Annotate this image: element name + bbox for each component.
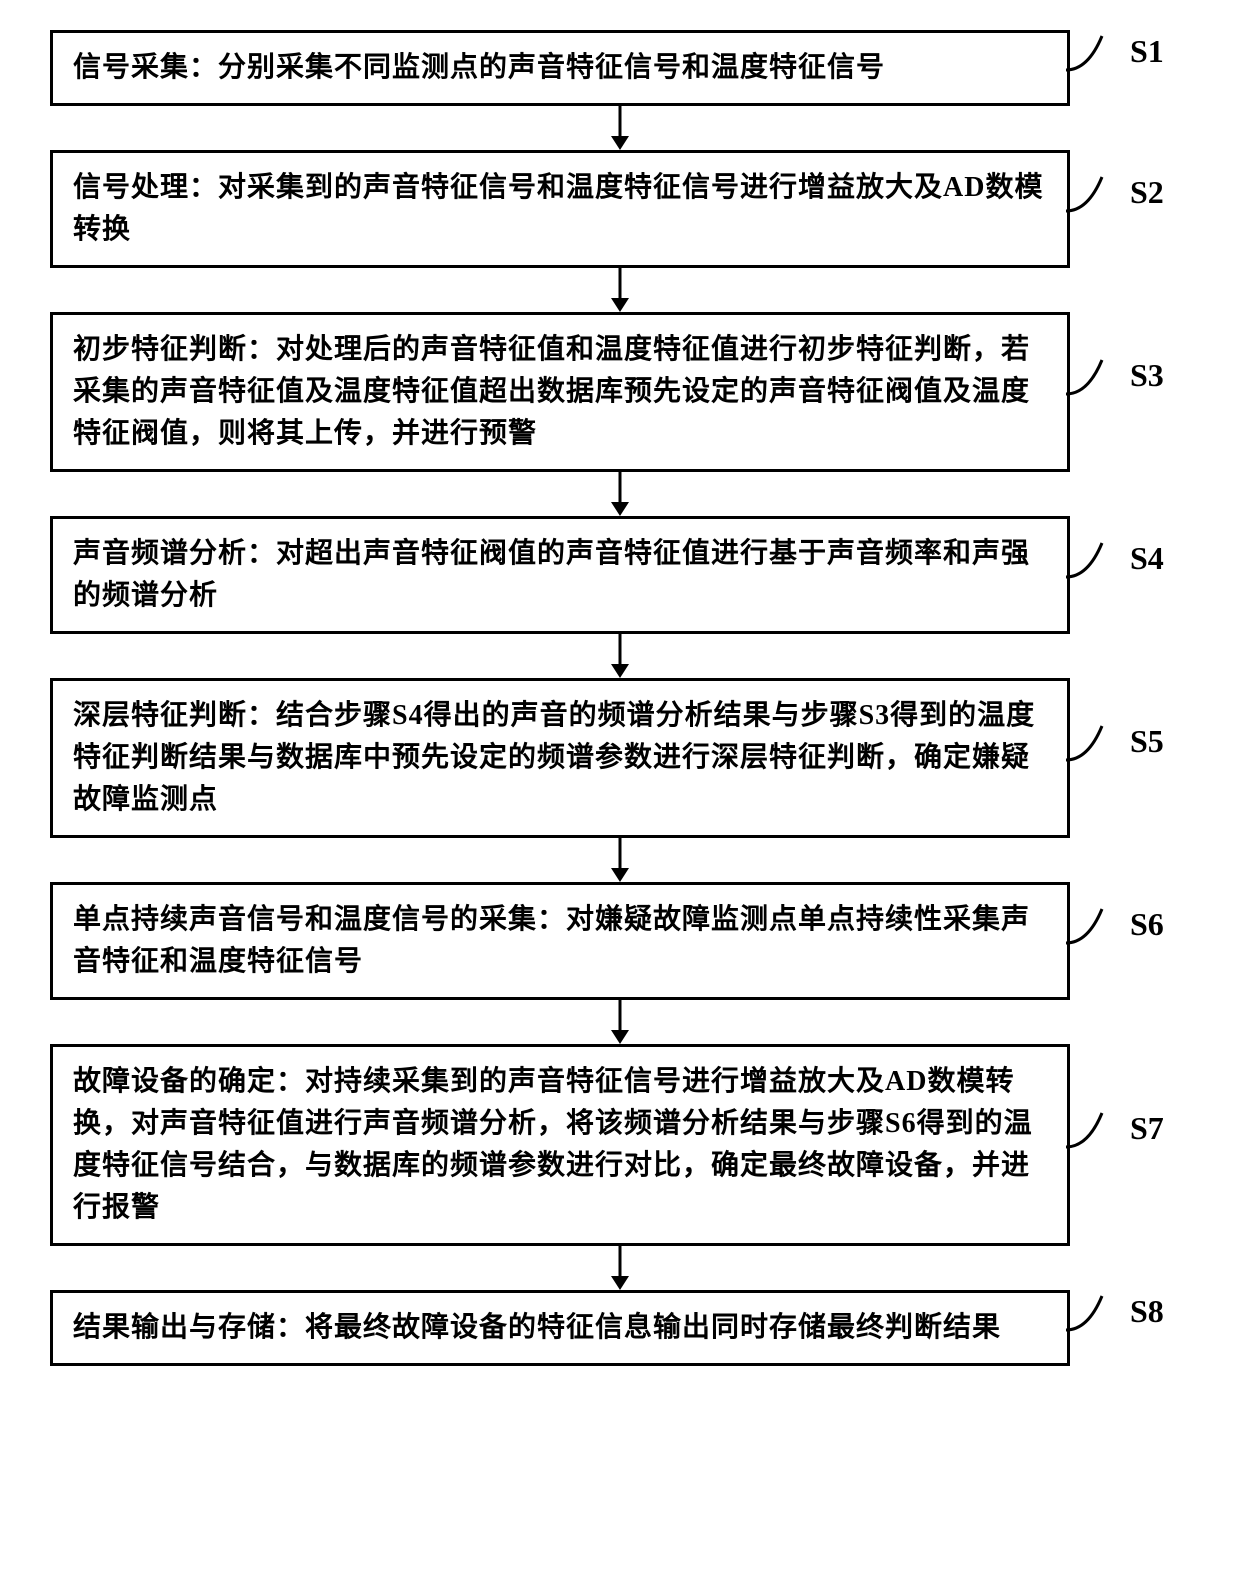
step-box: 深层特征判断：结合步骤S4得出的声音的频谱分析结果与步骤S3得到的温度特征判断结… (50, 678, 1070, 838)
curve-connector-icon (1074, 48, 1134, 88)
step-label-wrap: S2 (1074, 189, 1164, 229)
step-box: 信号采集：分别采集不同监测点的声音特征信号和温度特征信号 (50, 30, 1070, 106)
curve-connector-icon (1074, 189, 1134, 229)
step-row: 初步特征判断：对处理后的声音特征值和温度特征值进行初步特征判断，若采集的声音特征… (50, 312, 1190, 472)
step-row: 声音频谱分析：对超出声音特征阀值的声音特征值进行基于声音频率和声强的频谱分析S4 (50, 516, 1190, 634)
arrow-down-icon (110, 472, 1130, 516)
curve-connector-icon (1074, 921, 1134, 961)
step-row: 信号采集：分别采集不同监测点的声音特征信号和温度特征信号S1 (50, 30, 1190, 106)
step-row: 结果输出与存储：将最终故障设备的特征信息输出同时存储最终判断结果S8 (50, 1290, 1190, 1366)
curve-connector-icon (1074, 738, 1134, 778)
arrow-down-icon (110, 634, 1130, 678)
curve-connector-icon (1074, 1308, 1134, 1348)
step-label-wrap: S3 (1074, 372, 1164, 412)
step-box: 信号处理：对采集到的声音特征信号和温度特征信号进行增益放大及AD数模转换 (50, 150, 1070, 268)
arrow-down-icon (110, 106, 1130, 150)
step-row: 单点持续声音信号和温度信号的采集：对嫌疑故障监测点单点持续性采集声音特征和温度特… (50, 882, 1190, 1000)
step-row: 信号处理：对采集到的声音特征信号和温度特征信号进行增益放大及AD数模转换S2 (50, 150, 1190, 268)
curve-connector-icon (1074, 555, 1134, 595)
step-label-wrap: S6 (1074, 921, 1164, 961)
arrow-down-icon (110, 1246, 1130, 1290)
flowchart-container: 信号采集：分别采集不同监测点的声音特征信号和温度特征信号S1 信号处理：对采集到的… (50, 30, 1190, 1366)
curve-connector-icon (1074, 372, 1134, 412)
step-box: 结果输出与存储：将最终故障设备的特征信息输出同时存储最终判断结果 (50, 1290, 1070, 1366)
step-box: 单点持续声音信号和温度信号的采集：对嫌疑故障监测点单点持续性采集声音特征和温度特… (50, 882, 1070, 1000)
step-row: 深层特征判断：结合步骤S4得出的声音的频谱分析结果与步骤S3得到的温度特征判断结… (50, 678, 1190, 838)
step-box: 故障设备的确定：对持续采集到的声音特征信号进行增益放大及AD数模转换，对声音特征… (50, 1044, 1070, 1246)
step-label-wrap: S8 (1074, 1308, 1164, 1348)
arrow-down-icon (110, 838, 1130, 882)
step-row: 故障设备的确定：对持续采集到的声音特征信号进行增益放大及AD数模转换，对声音特征… (50, 1044, 1190, 1246)
step-box: 初步特征判断：对处理后的声音特征值和温度特征值进行初步特征判断，若采集的声音特征… (50, 312, 1070, 472)
step-label-wrap: S5 (1074, 738, 1164, 778)
arrow-down-icon (110, 268, 1130, 312)
step-label-wrap: S7 (1074, 1125, 1164, 1165)
curve-connector-icon (1074, 1125, 1134, 1165)
arrow-down-icon (110, 1000, 1130, 1044)
step-label-wrap: S4 (1074, 555, 1164, 595)
step-box: 声音频谱分析：对超出声音特征阀值的声音特征值进行基于声音频率和声强的频谱分析 (50, 516, 1070, 634)
step-label-wrap: S1 (1074, 48, 1164, 88)
